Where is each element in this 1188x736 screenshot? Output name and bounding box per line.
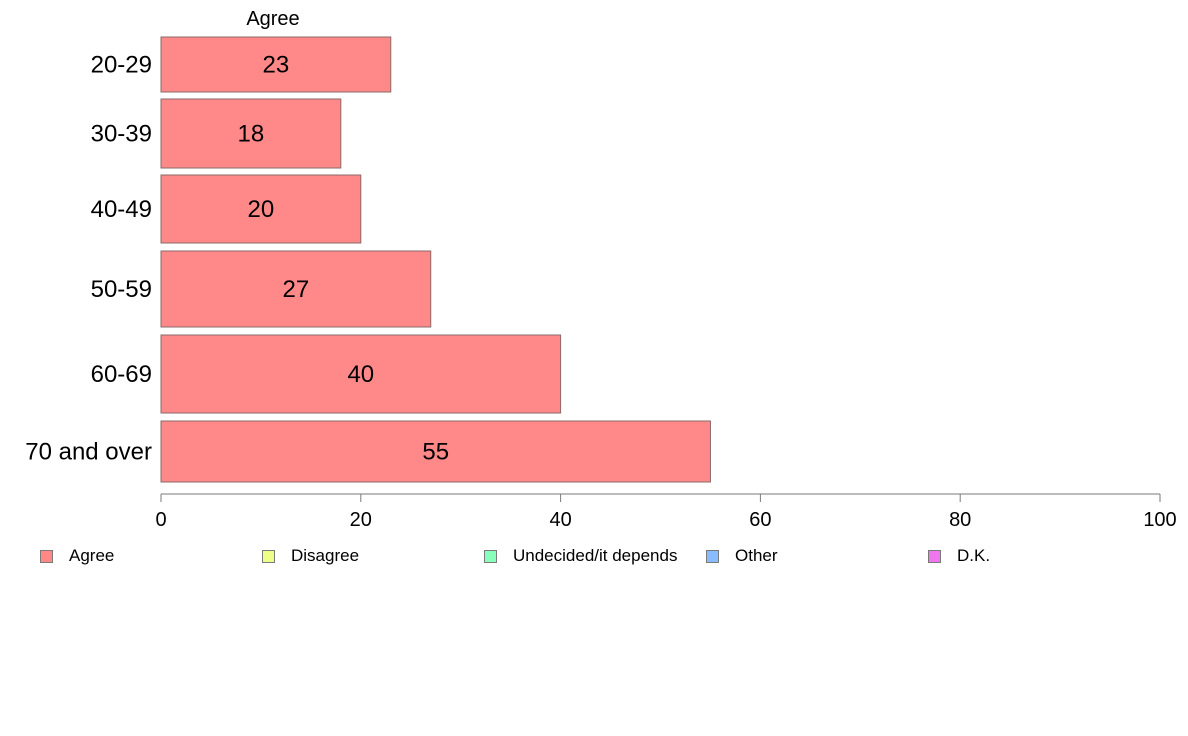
x-tick-label: 0: [155, 509, 166, 531]
bar-value-label: 20: [248, 196, 275, 223]
category-label: 50-59: [91, 276, 152, 303]
category-label: 40-49: [91, 196, 152, 223]
legend: Agree Disagree Undecided/it depends Other D.…: [0, 546, 1188, 570]
x-tick-label: 80: [949, 509, 971, 531]
x-tick-label: 100: [1143, 509, 1176, 531]
bar-value-label: 27: [283, 276, 310, 303]
bars-group: 23 18 20 27 40 55: [160, 36, 711, 483]
legend-label: Agree: [69, 546, 115, 565]
legend-swatch: [40, 549, 53, 563]
legend-item: D.K.: [928, 546, 990, 566]
legend-swatch: [706, 549, 719, 563]
category-label: 20-29: [91, 52, 152, 79]
bar-20-29: [160, 36, 392, 93]
category-label: 30-39: [91, 121, 152, 148]
x-tick-label: 40: [549, 509, 571, 531]
x-tick-label: 20: [350, 509, 372, 531]
legend-label: D.K.: [957, 546, 991, 565]
legend-swatch: [262, 549, 275, 563]
bar-value-label: 55: [422, 439, 449, 466]
legend-item: Other: [706, 546, 778, 566]
bar-value-label: 18: [238, 121, 265, 148]
bar-50-59: [160, 250, 432, 328]
x-axis: 0 20 40 60 80 100: [155, 493, 1177, 531]
bar-value-label: 23: [263, 52, 290, 79]
legend-item: Undecided/it depends: [484, 546, 677, 566]
legend-label: Undecided/it depends: [513, 546, 678, 565]
legend-label: Disagree: [291, 546, 360, 565]
bar-70-and-over: [160, 420, 711, 483]
category-label: 60-69: [91, 361, 152, 388]
legend-item: Disagree: [262, 546, 359, 566]
legend-item: Agree: [40, 546, 114, 566]
bar-60-69: [160, 334, 562, 414]
bar-30-39: [160, 98, 342, 169]
category-label: 70 and over: [25, 439, 152, 466]
bar-40-49: [160, 174, 362, 244]
bar-value-label: 40: [347, 361, 374, 388]
category-labels: 20-29 30-39 40-49 50-59 60-69 70 and over: [25, 52, 152, 466]
bar-chart: Agree 23 18 20 27 40 55 20-29 30-39 40-49 50-59 6…: [25, 8, 1177, 531]
legend-swatch: [484, 549, 497, 563]
x-tick-label: 60: [749, 509, 771, 531]
series-title: Agree: [246, 8, 299, 30]
legend-swatch: [928, 549, 941, 563]
legend-label: Other: [735, 546, 778, 565]
